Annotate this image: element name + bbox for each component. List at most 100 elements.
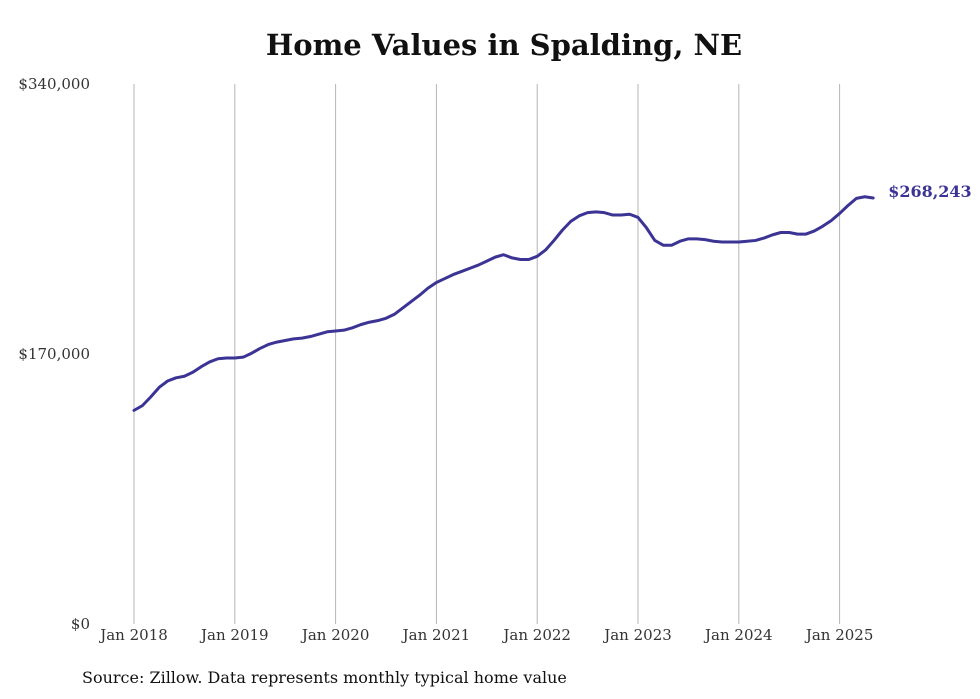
data-point-2023-08 [695, 237, 698, 240]
data-point-2019-11 [317, 333, 320, 336]
data-point-2018-09 [200, 365, 203, 368]
x-tick-label: Jan 2022 [501, 626, 571, 644]
data-point-2023-12 [729, 241, 732, 244]
data-point-2021-07 [485, 260, 488, 263]
data-point-2024-10 [813, 229, 816, 232]
data-points [133, 195, 875, 412]
data-point-2022-09 [603, 211, 606, 214]
data-point-2023-05 [670, 244, 673, 247]
data-point-2020-03 [351, 326, 354, 329]
gridlines [133, 84, 841, 624]
data-point-2024-08 [796, 233, 799, 236]
data-point-2022-02 [544, 248, 547, 251]
data-point-2021-03 [452, 273, 455, 276]
data-point-2018-01 [133, 409, 136, 412]
data-point-2023-04 [662, 244, 665, 247]
data-point-2018-03 [149, 395, 152, 398]
data-point-2023-11 [721, 241, 724, 244]
data-point-2020-08 [393, 313, 396, 316]
x-tick-label: Jan 2024 [703, 626, 773, 644]
data-point-2024-03 [754, 239, 757, 242]
data-point-2019-09 [301, 337, 304, 340]
x-axis-ticks: Jan 2018 Jan 2019 Jan 2020 Jan 2021 Jan 2022… [98, 626, 873, 644]
data-point-2018-12 [225, 356, 228, 359]
y-tick-label: $340,000 [18, 75, 90, 93]
data-point-2018-04 [158, 386, 161, 389]
data-point-2019-08 [292, 337, 295, 340]
data-point-2019-10 [309, 335, 312, 338]
data-point-2018-05 [166, 380, 169, 383]
data-point-2021-11 [519, 258, 522, 261]
data-point-2024-04 [763, 237, 766, 240]
chart-title: Home Values in Spalding, NE [265, 28, 743, 62]
x-tick-label: Jan 2021 [401, 626, 471, 644]
data-point-2023-01 [637, 216, 640, 219]
data-point-2024-06 [779, 231, 782, 234]
data-point-2024-11 [821, 225, 824, 228]
data-point-2018-02 [141, 404, 144, 407]
series-line-home-value [132, 195, 875, 412]
data-point-2019-02 [242, 356, 245, 359]
data-point-2021-01 [435, 281, 438, 284]
data-point-2024-02 [746, 240, 749, 243]
data-point-2019-01 [233, 356, 236, 359]
data-point-2021-10 [511, 256, 514, 259]
data-point-2025-03 [855, 197, 858, 200]
x-tick-label: Jan 2019 [199, 626, 269, 644]
data-point-2025-01 [838, 212, 841, 215]
data-point-2021-08 [494, 256, 497, 259]
data-point-2020-07 [385, 317, 388, 320]
data-point-2020-06 [376, 319, 379, 322]
data-point-2020-05 [368, 321, 371, 324]
data-point-2022-11 [620, 214, 623, 217]
y-axis-ticks: $0 $170,000 $340,000 [18, 75, 90, 633]
y-tick-label: $170,000 [18, 345, 90, 363]
data-point-2024-12 [830, 219, 833, 222]
data-point-2023-10 [712, 240, 715, 243]
data-point-2022-12 [628, 213, 631, 216]
data-point-2024-01 [737, 241, 740, 244]
data-point-2021-02 [443, 277, 446, 280]
data-point-2022-07 [586, 211, 589, 214]
end-value-label: $268,243 [888, 182, 972, 201]
data-point-2023-07 [687, 237, 690, 240]
data-point-2024-07 [788, 231, 791, 234]
data-point-2021-09 [502, 253, 505, 256]
x-tick-label: Jan 2023 [602, 626, 672, 644]
data-point-2020-04 [359, 323, 362, 326]
data-point-2020-12 [427, 287, 430, 290]
data-point-2020-01 [334, 329, 337, 332]
data-point-2019-03 [250, 352, 253, 355]
x-tick-label: Jan 2020 [300, 626, 370, 644]
data-point-2021-04 [460, 270, 463, 273]
data-point-2025-04 [863, 195, 866, 198]
data-point-2019-07 [284, 339, 287, 342]
data-point-2019-12 [326, 330, 329, 333]
y-tick-label: $0 [71, 615, 90, 633]
data-point-2021-12 [527, 258, 530, 261]
data-point-2020-09 [401, 306, 404, 309]
data-point-2020-10 [410, 300, 413, 303]
data-point-2022-03 [553, 239, 556, 242]
data-point-2018-10 [208, 360, 211, 363]
data-point-2024-05 [771, 233, 774, 236]
data-point-2022-08 [595, 210, 598, 213]
data-point-2023-06 [679, 240, 682, 243]
data-point-2019-05 [267, 343, 270, 346]
data-point-2020-02 [343, 329, 346, 332]
data-point-2021-05 [469, 267, 472, 270]
data-point-2021-06 [477, 264, 480, 267]
data-point-2018-11 [217, 357, 220, 360]
x-tick-label: Jan 2018 [98, 626, 168, 644]
data-point-2022-10 [611, 214, 614, 217]
x-tick-label: Jan 2025 [804, 626, 874, 644]
data-point-2018-08 [191, 371, 194, 374]
data-point-2022-06 [578, 214, 581, 217]
data-point-2020-11 [418, 294, 421, 297]
data-point-2022-04 [561, 229, 564, 232]
data-point-2023-09 [704, 238, 707, 241]
data-point-2022-01 [536, 255, 539, 258]
data-point-2023-02 [645, 226, 648, 229]
data-point-2022-05 [569, 220, 572, 223]
